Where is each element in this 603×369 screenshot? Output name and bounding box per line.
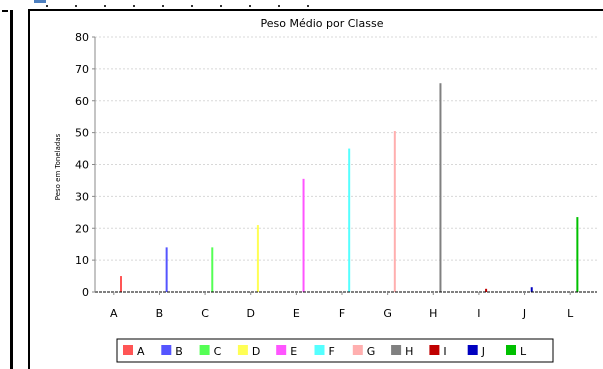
- bars-group: [120, 83, 579, 292]
- left-panel-frame: [0, 10, 13, 369]
- legend-swatch: [161, 345, 172, 355]
- legend-swatch: [506, 345, 516, 355]
- x-tick-label: D: [246, 307, 254, 320]
- bar-D: [256, 225, 259, 292]
- y-tick-label: 10: [75, 254, 89, 267]
- y-tick-label: 30: [75, 190, 89, 203]
- legend-label: L: [520, 345, 527, 358]
- legend-item-J: J: [467, 345, 485, 358]
- legend-swatch: [199, 345, 210, 355]
- x-tick-label: L: [567, 307, 574, 320]
- y-axis-ticks: 0 10 20 30 40 50 60 70 80: [75, 31, 95, 299]
- legend-swatch: [314, 345, 325, 355]
- x-tick-label: E: [293, 307, 300, 320]
- bar-A: [120, 276, 122, 292]
- legend-item-L: L: [506, 345, 527, 358]
- grid-lines: [95, 36, 597, 261]
- x-tick-label: J: [522, 307, 526, 320]
- legend-label: B: [175, 345, 183, 358]
- legend-item-F: F: [314, 345, 335, 358]
- legend-swatch: [391, 345, 402, 355]
- legend-item-E: E: [276, 345, 297, 358]
- legend-swatch: [352, 345, 363, 355]
- top-ruler-dots: [46, 5, 326, 7]
- legend-swatch: [276, 345, 287, 355]
- legend-label: I: [443, 345, 446, 358]
- legend-label: C: [214, 345, 222, 358]
- legend-item-B: B: [161, 345, 183, 358]
- legend-label: G: [367, 345, 376, 358]
- legend-swatch: [123, 345, 133, 355]
- legend-item-G: G: [352, 345, 376, 358]
- bar-C: [211, 247, 214, 292]
- y-tick-label: 80: [75, 31, 89, 44]
- y-tick-label: 70: [75, 63, 89, 76]
- x-tick-label: B: [156, 307, 164, 320]
- legend-item-I: I: [429, 345, 447, 358]
- legend-box: [116, 338, 554, 363]
- bar-L: [576, 217, 579, 292]
- left-panel-marker: [2, 10, 8, 12]
- legend-swatch: [429, 345, 440, 355]
- legend-item-H: H: [391, 345, 413, 358]
- bar-B: [165, 247, 168, 292]
- bar-J: [530, 287, 533, 292]
- bar-E: [302, 178, 305, 292]
- y-axis-label: Peso em Toneladas: [54, 133, 62, 200]
- legend-item-D: D: [237, 345, 260, 358]
- legend-swatch: [237, 345, 248, 355]
- y-tick-label: 60: [75, 95, 89, 108]
- legend-swatch: [467, 345, 478, 355]
- legend-label: E: [290, 345, 297, 358]
- x-tick-label: A: [110, 307, 118, 320]
- top-accent-bar: [34, 0, 46, 3]
- legend-item-A: A: [123, 345, 145, 358]
- legend-label: A: [137, 345, 145, 358]
- y-tick-label: 0: [82, 286, 89, 299]
- x-tick-label: G: [383, 307, 392, 320]
- legend-label: F: [329, 345, 335, 358]
- x-tick-label: C: [201, 307, 209, 320]
- bar-F: [348, 148, 351, 292]
- bar-G: [393, 131, 396, 292]
- x-tick-label: H: [429, 307, 437, 320]
- bar-I: [485, 288, 488, 292]
- bar-H: [439, 83, 442, 292]
- y-tick-label: 40: [75, 159, 89, 172]
- legend-label: J: [481, 345, 485, 358]
- chart-title: Peso Médio por Classe: [261, 17, 384, 30]
- x-tick-label: I: [477, 307, 480, 320]
- legend-label: D: [252, 345, 260, 358]
- x-tick-label: F: [339, 307, 345, 320]
- y-tick-label: 50: [75, 127, 89, 140]
- y-tick-label: 20: [75, 222, 89, 235]
- legend-item-C: C: [199, 345, 222, 358]
- legend-label: H: [405, 345, 413, 358]
